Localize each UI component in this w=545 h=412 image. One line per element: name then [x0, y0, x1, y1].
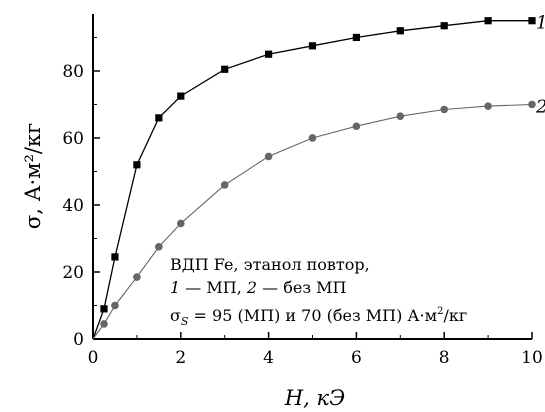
series-2-point — [440, 105, 449, 114]
x-tick-label: 6 — [351, 348, 362, 368]
y-axis-label: σ, А·м²/кг — [21, 123, 45, 229]
annotation-line-2: 1 — МП, 2 — без МП — [170, 278, 347, 297]
annotation-sigma-subscript: S — [181, 315, 189, 328]
series-1-point — [352, 33, 360, 42]
series-lines — [92, 20, 533, 340]
ticks: 0 2 4 6 8 10 0 20 40 60 80 — [62, 36, 543, 368]
series-1-point — [100, 305, 108, 313]
series-2-point — [484, 102, 492, 110]
series-markers — [100, 17, 536, 328]
series-2-point — [308, 134, 317, 142]
annotation-series-2-text: — без МП — [257, 278, 346, 297]
series-1-point — [440, 22, 448, 30]
series-2-point — [111, 301, 119, 310]
series-1-point — [308, 42, 317, 50]
series-2-point — [264, 152, 273, 161]
y-tick-label: 20 — [62, 263, 84, 283]
series-1-point — [111, 253, 119, 261]
x-tick-label: 0 — [88, 348, 99, 368]
series-2-point — [396, 112, 405, 120]
y-tick-label: 40 — [62, 196, 84, 216]
series-2-tag: 2 — [535, 96, 545, 117]
annotation-sigma: σ — [170, 306, 181, 325]
x-axis-label: H, кЭ — [284, 386, 345, 410]
series-2-point — [155, 243, 163, 251]
series-2-point — [528, 100, 536, 109]
series-1-point — [177, 92, 185, 100]
x-tick-label: 10 — [521, 348, 543, 368]
series-2-point — [352, 122, 361, 131]
x-tick-label: 2 — [175, 348, 186, 368]
annotation-unit-superscript: 2 — [437, 306, 443, 317]
series-2-point — [133, 273, 141, 281]
annotation-series-2-number: 2 — [246, 278, 257, 297]
annotation-unit-end: /кг — [443, 306, 467, 325]
series-1-point — [133, 161, 141, 169]
series-1-line — [92, 20, 532, 340]
series-2-point — [100, 320, 108, 328]
series-1-point — [484, 17, 492, 25]
x-tick-label: 8 — [439, 348, 450, 368]
annotation-saturation-text: = 95 (МП) и 70 (без МП) А·м — [188, 306, 437, 325]
series-1-point — [221, 65, 229, 73]
y-tick-label: 80 — [62, 62, 84, 82]
x-tick-label: 4 — [263, 348, 274, 368]
annotation-block: ВДП Fe, этанол повтор, 1 — МП, 2 — без М… — [170, 255, 467, 328]
series-1-tag: 1 — [536, 13, 545, 34]
series-1-point — [155, 114, 163, 122]
series-1-point — [396, 27, 404, 35]
y-tick-label: 0 — [73, 330, 84, 350]
series-1-point — [528, 17, 536, 25]
series-2-point — [177, 219, 185, 228]
annotation-series-1-text: — МП, — [180, 278, 247, 297]
annotation-series-1-number: 1 — [170, 278, 180, 297]
series-2-point — [220, 181, 229, 189]
series-1-point — [265, 50, 273, 58]
series-2-line — [92, 103, 533, 340]
y-tick-label: 60 — [62, 129, 84, 149]
annotation-line-1: ВДП Fe, этанол повтор, — [170, 255, 370, 274]
annotation-line-3: σS = 95 (МП) и 70 (без МП) А·м2/кг — [170, 306, 467, 328]
